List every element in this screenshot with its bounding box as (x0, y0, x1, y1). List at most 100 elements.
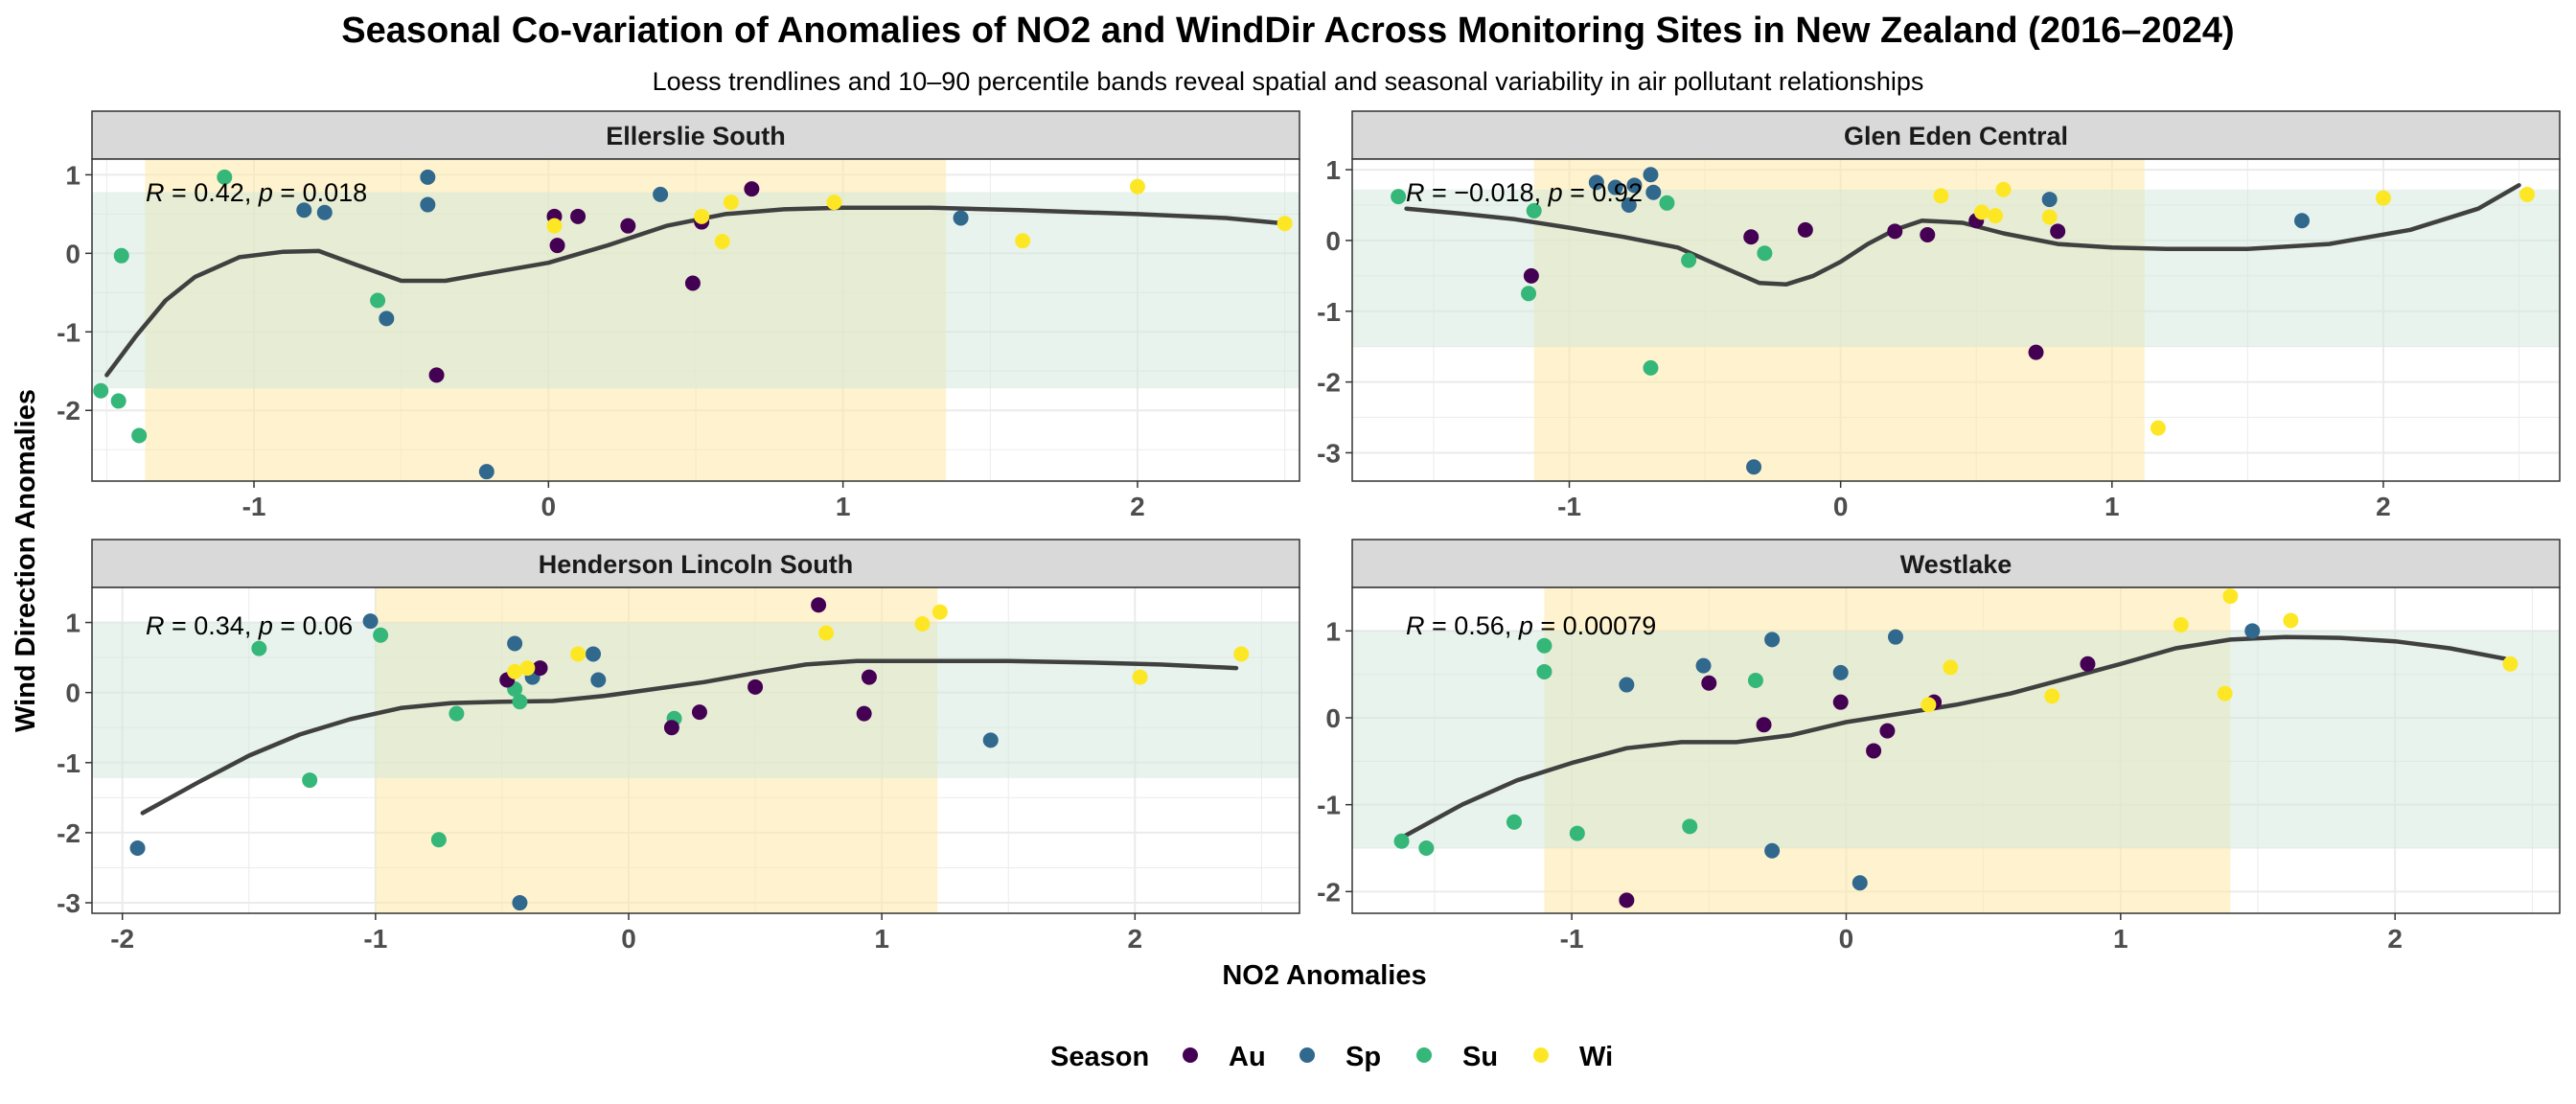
data-point-su (1536, 663, 1552, 679)
stat-r-symbol: R (1406, 611, 1425, 640)
correlation-label: R = 0.42, p = 0.018 (146, 178, 367, 207)
data-point-su (113, 247, 129, 264)
data-point-su (1418, 840, 1435, 856)
data-point-su (131, 427, 148, 444)
legend-key-wi (1533, 1047, 1549, 1063)
stat-r-symbol: R (146, 611, 165, 640)
data-point-au (1756, 717, 1772, 733)
x-tick-label: -1 (1557, 492, 1581, 521)
y-percentile-band (92, 622, 1300, 778)
data-point-wi (2217, 685, 2233, 702)
panel-border (1351, 586, 2561, 914)
data-point-au (1743, 229, 1760, 245)
data-point-su (1747, 673, 1763, 689)
data-point-wi (546, 218, 563, 234)
stat-p-symbol: p (258, 611, 273, 640)
data-point-au (691, 704, 707, 721)
panel-plot-area: R = 0.56, p = 0.00079 (1352, 587, 2560, 913)
x-tick-label: 0 (621, 924, 636, 954)
data-point-au (856, 705, 872, 722)
data-point-wi (818, 625, 835, 641)
y-tick-label: -1 (1317, 791, 1341, 820)
legend: Season Au Sp Su Wi (1050, 1042, 1613, 1072)
facet-panels: Ellerslie South R = 0.42, p = 0.018 -1 0 1 2 -… (57, 110, 2561, 954)
y-tick-label: 1 (1325, 616, 1341, 646)
data-point-su (251, 640, 267, 656)
x-tick-label: -1 (1560, 924, 1584, 954)
stat-p-value: = 0.018 (273, 178, 367, 207)
x-tick-label: -1 (242, 492, 266, 521)
data-point-au (2050, 223, 2066, 240)
legend-label-sp: Sp (1346, 1042, 1381, 1072)
facet-strip-label: Westlake (1900, 550, 2012, 579)
stat-p-value: = 0.06 (273, 611, 353, 640)
y-tick-label: -2 (57, 396, 80, 426)
data-point-wi (2502, 656, 2518, 672)
stat-r-value: = 0.34, (165, 611, 259, 640)
y-percentile-band (1352, 189, 2560, 347)
stat-p-symbol: p (258, 178, 273, 207)
data-point-wi (1015, 233, 1031, 249)
data-point-sp (1695, 657, 1712, 674)
data-point-su (1659, 195, 1675, 211)
data-point-sp (1852, 875, 1868, 891)
y-tick-label: -1 (57, 317, 80, 347)
data-point-su (448, 705, 465, 722)
facet-panel-3: Henderson Lincoln South R = 0.34, p = 0.0… (57, 539, 1300, 954)
data-point-sp (316, 204, 333, 220)
data-point-sp (1645, 184, 1662, 200)
legend-key-sp (1300, 1047, 1315, 1063)
data-point-sp (1607, 179, 1623, 196)
data-point-au (549, 238, 565, 254)
facet-panel-1: Ellerslie South R = 0.42, p = 0.018 -1 0 1 2 -… (57, 110, 1300, 521)
data-point-su (1681, 252, 1697, 268)
stat-p-symbol: p (1548, 178, 1563, 207)
y-tick-label: 0 (65, 239, 80, 268)
panel-plot-area: R = 0.34, p = 0.06 (92, 587, 1300, 913)
legend-label-su: Su (1462, 1042, 1498, 1072)
data-point-wi (1233, 646, 1250, 662)
loess-trendline (1399, 634, 2507, 840)
x-axis-label: NO2 Anomalies (1222, 960, 1426, 991)
data-point-wi (2375, 190, 2391, 206)
data-point-sp (2294, 213, 2311, 229)
data-point-sp (1764, 632, 1781, 648)
data-point-su (1526, 202, 1542, 218)
stat-p-value: = 0.00079 (1533, 611, 1656, 640)
data-point-wi (1132, 669, 1148, 685)
facet-strip (1351, 539, 2561, 588)
facet-strip (91, 110, 1300, 160)
data-point-wi (2044, 688, 2060, 704)
facet-strip-label: Henderson Lincoln South (539, 550, 854, 579)
correlation-label: R = −0.018, p = 0.92 (1406, 178, 1643, 207)
data-point-au (663, 720, 679, 736)
x-tick-label: 2 (2387, 924, 2403, 954)
data-point-au (748, 678, 764, 695)
y-tick-label: 1 (1325, 155, 1341, 185)
data-point-wi (1988, 208, 2004, 224)
data-point-su (1393, 833, 1410, 849)
data-point-sp (1764, 842, 1781, 859)
data-point-au (744, 181, 760, 197)
data-point-sp (1746, 459, 1762, 475)
y-tick-label: 0 (65, 678, 80, 708)
chart-subtitle: Loess trendlines and 10–90 percentile ba… (653, 67, 1924, 96)
loess-trendline (104, 205, 1287, 378)
x-tick-label: 2 (1130, 492, 1145, 521)
y-tick-label: -2 (57, 818, 80, 848)
stat-r-symbol: R (146, 178, 165, 207)
y-tick-label: -1 (1317, 297, 1341, 327)
data-point-wi (826, 195, 842, 211)
data-point-sp (379, 310, 395, 327)
facet-panel-4: Westlake R = 0.56, p = 0.00079 -1 0 1 2 -2 -1 0 1 (1317, 539, 2561, 954)
panel-border (1351, 158, 2561, 482)
data-point-sp (478, 464, 494, 480)
data-point-su (1536, 637, 1552, 654)
data-point-sp (2041, 192, 2058, 208)
y-tick-label: 0 (1325, 226, 1341, 256)
x-tick-label: 1 (836, 492, 851, 521)
data-point-sp (1888, 629, 1903, 645)
data-point-au (620, 218, 636, 234)
data-point-sp (1832, 664, 1849, 680)
